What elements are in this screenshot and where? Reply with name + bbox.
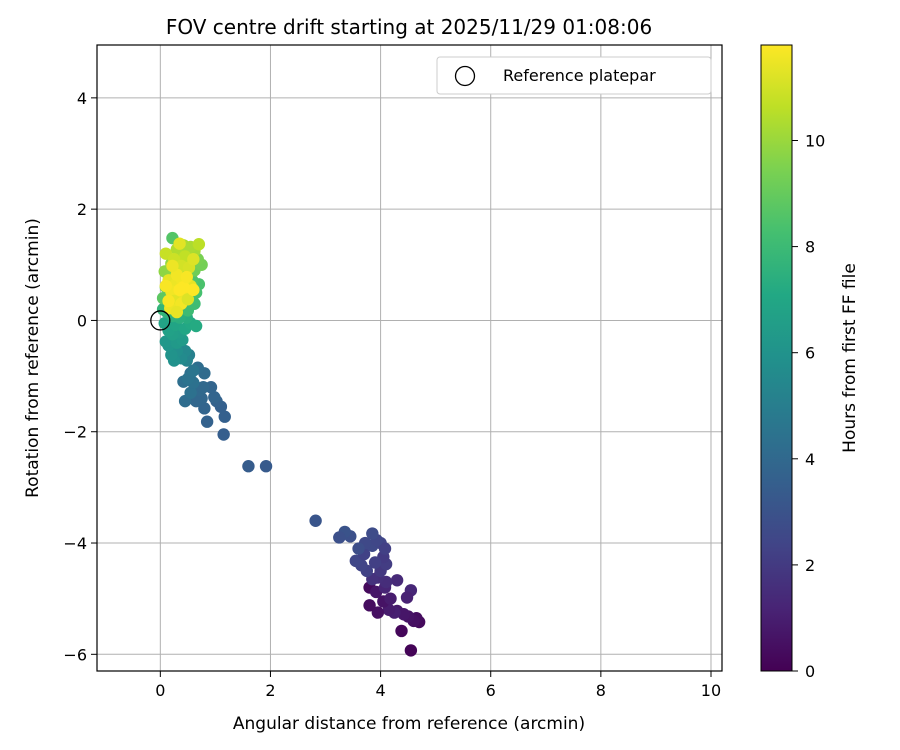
scatter-point bbox=[181, 293, 195, 306]
y-tick-label: 2 bbox=[77, 200, 87, 219]
scatter-point bbox=[192, 238, 206, 251]
y-axis-ticks: −6 −4 −2 0 2 4 bbox=[63, 89, 97, 664]
scatter-point bbox=[242, 460, 255, 473]
colorbar-label: Hours from first FF file bbox=[840, 263, 860, 453]
scatter-point bbox=[173, 283, 186, 297]
y-tick-label: 4 bbox=[77, 89, 87, 108]
y-tick-label: −4 bbox=[63, 534, 87, 553]
scatter-point bbox=[390, 574, 404, 587]
scatter-point bbox=[189, 319, 203, 333]
scatter-point bbox=[200, 415, 214, 428]
scatter-point bbox=[371, 606, 385, 619]
x-axis-label: Angular distance from reference (arcmin) bbox=[233, 714, 585, 734]
scatter-point bbox=[197, 381, 210, 394]
x-tick-label: 6 bbox=[486, 681, 496, 700]
y-axis-label: Rotation from reference (arcmin) bbox=[23, 218, 43, 498]
scatter-point bbox=[184, 386, 197, 399]
colorbar-tick-label: 0 bbox=[805, 662, 815, 681]
x-tick-label: 10 bbox=[701, 681, 721, 700]
scatter-point bbox=[198, 402, 211, 415]
colorbar-tick-label: 6 bbox=[805, 344, 815, 363]
y-tick-label: 0 bbox=[77, 311, 87, 330]
colorbar-tick-label: 8 bbox=[805, 238, 815, 257]
x-tick-label: 2 bbox=[265, 681, 275, 700]
legend-box bbox=[436, 56, 712, 95]
x-tick-label: 8 bbox=[596, 681, 606, 700]
colorbar-gradient bbox=[760, 44, 793, 672]
scatter-point bbox=[397, 608, 410, 621]
y-tick-label: −2 bbox=[63, 423, 87, 442]
scatter-point bbox=[400, 591, 414, 604]
scatter-point bbox=[208, 391, 221, 404]
scatter-point bbox=[395, 624, 408, 638]
scatter-point bbox=[368, 556, 382, 569]
scatter-point bbox=[349, 554, 363, 568]
colorbar: 0 2 4 6 8 10 Hours from first FF file bbox=[760, 44, 860, 681]
x-tick-label: 0 bbox=[155, 681, 165, 700]
legend-entry-label: Reference platepar bbox=[503, 66, 656, 85]
scatter-point bbox=[333, 531, 346, 544]
reference-platepar-marker bbox=[150, 310, 171, 331]
scatter-point bbox=[173, 237, 186, 250]
scatter-point bbox=[309, 514, 322, 527]
colorbar-tick-label: 4 bbox=[805, 450, 815, 469]
scatter-point bbox=[366, 527, 379, 540]
colorbar-tick-label: 2 bbox=[805, 556, 815, 575]
scatter-point bbox=[218, 410, 231, 423]
scatter-point bbox=[159, 279, 173, 293]
scatter-point bbox=[170, 305, 184, 319]
scatter-point bbox=[259, 460, 273, 473]
scatter-point bbox=[180, 270, 193, 284]
scatter-point bbox=[384, 592, 397, 605]
scatter-point bbox=[352, 542, 365, 555]
plot-frame bbox=[96, 44, 723, 672]
grid-lines bbox=[97, 45, 722, 671]
scatter-point bbox=[166, 259, 179, 273]
scatter-point bbox=[363, 599, 376, 612]
x-tick-label: 4 bbox=[375, 681, 385, 700]
scatter-point bbox=[378, 542, 392, 555]
legend: Reference platepar bbox=[436, 56, 712, 95]
scatter-point bbox=[404, 644, 418, 657]
legend-reference-marker bbox=[454, 65, 476, 87]
colorbar-ticks: 0 2 4 6 8 10 bbox=[792, 131, 825, 681]
x-axis-ticks: 0 2 4 6 8 10 bbox=[155, 671, 721, 700]
scatter-point bbox=[162, 294, 175, 308]
chart-title: FOV centre drift starting at 2025/11/29 … bbox=[166, 15, 652, 39]
scatter-point bbox=[187, 283, 200, 297]
scatter-point bbox=[217, 428, 230, 441]
scatter-point bbox=[165, 348, 178, 362]
data-points bbox=[156, 231, 426, 657]
scatter-point bbox=[187, 364, 200, 377]
y-tick-label: −6 bbox=[63, 645, 87, 664]
scatter-point bbox=[187, 253, 200, 266]
colorbar-tick-label: 10 bbox=[805, 131, 825, 150]
